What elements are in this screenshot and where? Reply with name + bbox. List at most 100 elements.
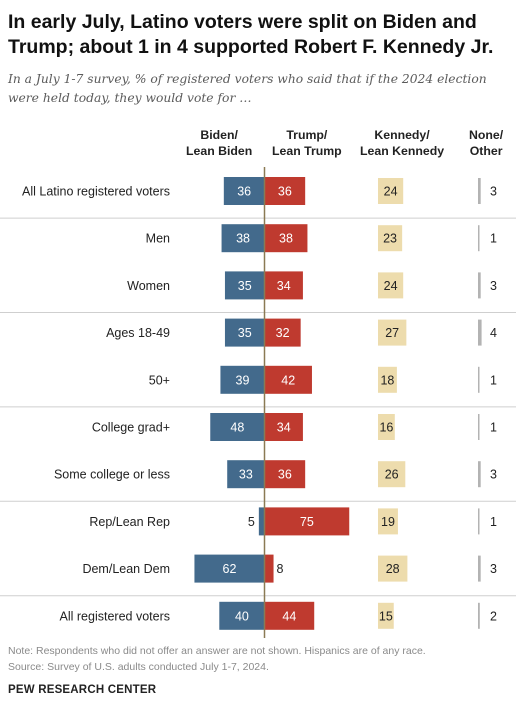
bar-none: [478, 602, 480, 629]
data-label-trump: 34: [277, 421, 291, 435]
category-label: 50+: [149, 373, 170, 387]
chart-footnote: Note: Respondents who did not offer an a…: [8, 643, 512, 675]
data-label-none: 3: [490, 279, 497, 293]
bar-biden: [210, 413, 265, 441]
column-header-none-line1: None/: [469, 128, 504, 142]
data-label-biden: 62: [223, 562, 237, 576]
bar-none: [478, 555, 481, 582]
bar-trump: [264, 318, 301, 347]
category-label: College grad+: [92, 421, 170, 435]
chart-subtitle: In a July 1-7 survey, % of registered vo…: [8, 72, 487, 105]
column-header-trump: Trump/ Lean Trump: [272, 127, 342, 159]
data-label-kennedy: 19: [381, 515, 395, 529]
data-label-trump: 36: [278, 185, 292, 199]
brand-logo-text: PEW RESEARCH CENTER: [8, 684, 157, 696]
bar-trump: [264, 365, 312, 394]
bar-trump: [264, 413, 303, 441]
category-label: Ages 18-49: [106, 326, 170, 340]
data-label-biden: 35: [238, 279, 252, 293]
bar-biden: [219, 601, 265, 630]
bar-kennedy: [378, 225, 403, 252]
data-label-biden: 38: [236, 232, 250, 246]
data-label-kennedy: 15: [379, 609, 393, 623]
data-label-trump: 38: [279, 232, 293, 246]
column-header-kennedy-line1: Kennedy/: [374, 128, 430, 142]
category-label: Men: [146, 232, 170, 246]
bar-kennedy: [378, 461, 406, 488]
bar-none: [478, 272, 481, 299]
bar-trump: [264, 271, 303, 300]
data-label-none: 1: [490, 515, 497, 529]
bar-biden: [224, 271, 265, 300]
note-text: Note: Respondents who did not offer an a…: [8, 645, 426, 657]
data-label-kennedy: 28: [386, 562, 400, 576]
category-label: Rep/Lean Rep: [89, 515, 170, 529]
bar-biden: [258, 507, 265, 536]
data-label-biden: 36: [237, 185, 251, 199]
chart-title: In early July, Latino voters were split …: [8, 11, 494, 58]
column-header-none-line2: Other: [469, 144, 503, 158]
data-label-trump: 32: [276, 326, 290, 340]
data-label-none: 1: [490, 421, 497, 435]
column-header-trump-line1: Trump/: [286, 128, 328, 142]
bar-biden: [227, 460, 265, 489]
data-label-none: 1: [490, 232, 497, 246]
bar-trump: [264, 507, 350, 536]
data-label-trump: 44: [282, 609, 296, 623]
bar-none: [478, 178, 481, 204]
data-label-kennedy: 18: [380, 373, 394, 387]
bar-none: [478, 461, 481, 488]
data-label-none: 2: [490, 609, 497, 623]
bar-kennedy: [378, 414, 395, 440]
data-label-biden: 48: [230, 421, 244, 435]
bar-trump: [264, 601, 315, 630]
bar-kennedy: [378, 272, 404, 299]
column-header-none: None/ Other: [469, 127, 503, 159]
column-header-biden-line2: Lean Biden: [186, 144, 253, 158]
data-label-kennedy: 24: [384, 185, 398, 199]
data-label-kennedy: 16: [379, 421, 393, 435]
column-header-biden-line1: Biden/: [200, 128, 238, 142]
bar-kennedy: [378, 366, 397, 393]
bar-kennedy: [378, 319, 407, 346]
bar-trump: [264, 224, 308, 253]
bar-trump: [264, 554, 274, 583]
bar-biden: [224, 318, 265, 347]
data-label-kennedy: 27: [385, 326, 399, 340]
bar-kennedy: [378, 178, 404, 204]
bar-none: [478, 366, 480, 393]
bar-kennedy: [378, 508, 398, 535]
data-label-trump: 34: [277, 279, 291, 293]
bar-biden: [221, 224, 265, 253]
source-text: Source: Survey of U.S. adults conducted …: [8, 661, 269, 673]
bar-trump: [264, 460, 306, 489]
bar-biden: [220, 365, 265, 394]
data-label-none: 3: [490, 185, 497, 199]
bar-none: [478, 508, 480, 535]
data-label-none: 3: [490, 562, 497, 576]
bar-none: [478, 225, 480, 252]
data-label-biden: 5: [248, 515, 255, 529]
category-label: Some college or less: [54, 468, 170, 482]
bar-none: [478, 414, 480, 440]
data-label-trump: 36: [278, 468, 292, 482]
data-label-kennedy: 26: [385, 468, 399, 482]
data-label-biden: 39: [236, 373, 250, 387]
category-label: Dem/Lean Dem: [82, 562, 170, 576]
category-label: All registered voters: [60, 609, 170, 623]
bar-kennedy: [378, 555, 408, 582]
bar-none: [478, 319, 482, 346]
data-label-none: 1: [490, 373, 497, 387]
column-header-kennedy: Kennedy/ Lean Kennedy: [360, 127, 444, 159]
bar-biden: [223, 177, 265, 205]
column-header-kennedy-line2: Lean Kennedy: [360, 144, 445, 158]
bar-trump: [264, 177, 306, 205]
column-header-biden: Biden/ Lean Biden: [186, 127, 252, 159]
bar-kennedy: [378, 602, 394, 629]
data-label-none: 4: [490, 326, 497, 340]
data-label-kennedy: 24: [384, 279, 398, 293]
data-label-biden: 40: [235, 609, 249, 623]
data-label-biden: 33: [239, 468, 253, 482]
category-label: Women: [127, 279, 170, 293]
